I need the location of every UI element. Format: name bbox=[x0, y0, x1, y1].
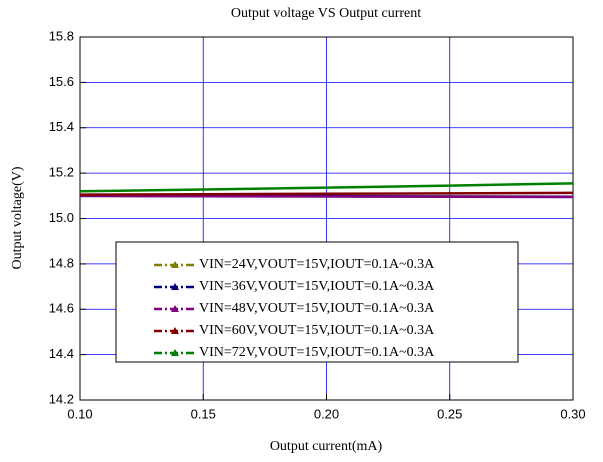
legend-marker bbox=[171, 327, 179, 334]
legend-label: VIN=24V,VOUT=15V,IOUT=0.1A~0.3A bbox=[199, 257, 435, 272]
legend-marker bbox=[171, 283, 179, 290]
chart-title: Output voltage VS Output current bbox=[231, 6, 421, 21]
legend-box bbox=[115, 241, 519, 363]
y-tick-label: 14.8 bbox=[49, 255, 74, 270]
y-tick-label: 15.8 bbox=[49, 28, 74, 43]
legend-label: VIN=60V,VOUT=15V,IOUT=0.1A~0.3A bbox=[199, 323, 435, 338]
x-tick-label: 0.30 bbox=[560, 406, 585, 421]
y-axis-label: Output voltage(V) bbox=[10, 166, 25, 269]
x-tick-label: 0.15 bbox=[191, 406, 216, 421]
legend-marker bbox=[171, 261, 179, 268]
legend-marker bbox=[171, 349, 179, 356]
series-line bbox=[79, 191, 574, 196]
y-tick-label: 14.6 bbox=[49, 301, 74, 316]
series-line bbox=[79, 194, 574, 199]
x-tick-label: 0.10 bbox=[67, 406, 92, 421]
y-tick-label: 15.6 bbox=[49, 74, 74, 89]
x-axis-label: Output current(mA) bbox=[270, 439, 383, 454]
y-tick-label: 14.2 bbox=[49, 391, 74, 406]
y-tick-label: 15.2 bbox=[49, 165, 74, 180]
legend-marker bbox=[171, 305, 179, 312]
legend-label: VIN=48V,VOUT=15V,IOUT=0.1A~0.3A bbox=[199, 301, 435, 316]
y-tick-label: 15.0 bbox=[49, 210, 74, 225]
series-line bbox=[79, 182, 574, 193]
x-tick-label: 0.25 bbox=[437, 406, 462, 421]
x-tick-label: 0.20 bbox=[314, 406, 339, 421]
y-tick-label: 14.4 bbox=[49, 346, 74, 361]
plot-frame bbox=[79, 36, 574, 401]
legend-label: VIN=72V,VOUT=15V,IOUT=0.1A~0.3A bbox=[199, 345, 435, 360]
legend-label: VIN=36V,VOUT=15V,IOUT=0.1A~0.3A bbox=[199, 279, 435, 294]
y-tick-label: 15.4 bbox=[49, 119, 74, 134]
